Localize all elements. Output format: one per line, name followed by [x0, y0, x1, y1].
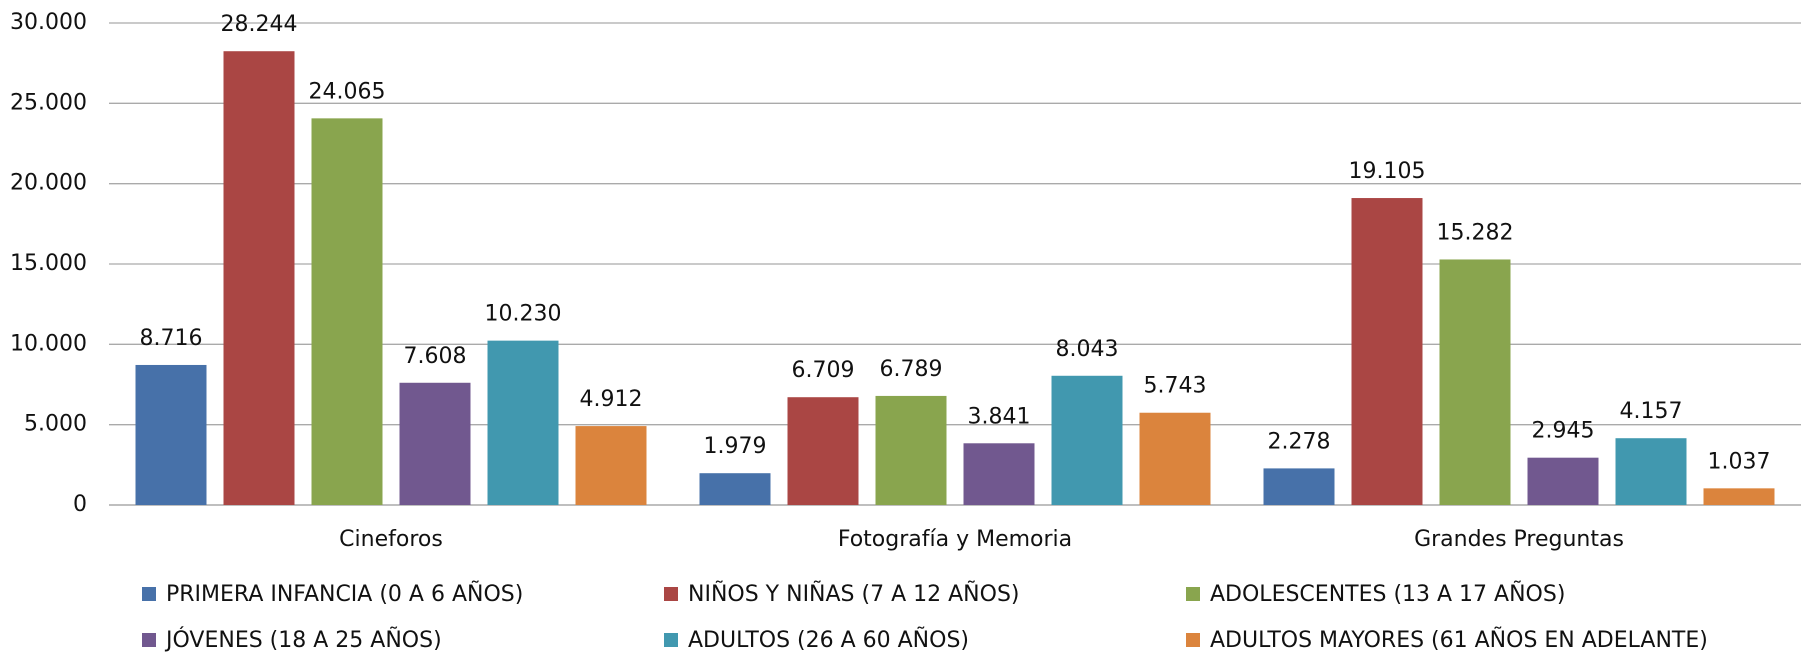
y-tick-label: 30.000	[10, 10, 87, 35]
value-label: 8.043	[1056, 337, 1119, 362]
bar	[1352, 198, 1423, 505]
legend-label: NIÑOS Y NIÑAS (7 A 12 AÑOS)	[688, 580, 1020, 607]
legend-swatch	[664, 587, 678, 601]
legend-swatch	[142, 587, 156, 601]
bar	[876, 396, 947, 505]
bar	[312, 118, 383, 505]
value-label: 4.157	[1620, 399, 1683, 424]
x-tick-label: Cineforos	[339, 527, 443, 552]
value-label: 3.841	[968, 404, 1031, 429]
value-label: 5.743	[1144, 374, 1207, 399]
bar	[964, 443, 1035, 505]
bar	[788, 397, 859, 505]
legend-swatch	[1186, 633, 1200, 647]
x-tick-label: Grandes Preguntas	[1414, 527, 1624, 552]
bar	[1440, 259, 1511, 505]
value-label: 28.244	[221, 12, 298, 37]
legend-label: PRIMERA INFANCIA (0 A 6 AÑOS)	[166, 580, 523, 607]
bar	[1264, 468, 1335, 505]
value-label: 8.716	[140, 326, 203, 351]
value-label: 7.608	[404, 344, 467, 369]
bar	[1528, 458, 1599, 505]
value-label: 15.282	[1437, 220, 1514, 245]
bar	[700, 473, 771, 505]
value-label: 4.912	[580, 387, 643, 412]
value-label: 6.789	[880, 357, 943, 382]
value-label: 1.979	[704, 434, 767, 459]
legend-label: ADULTOS (26 A 60 AÑOS)	[688, 626, 969, 653]
bar	[1140, 413, 1211, 505]
value-label: 1.037	[1708, 449, 1771, 474]
y-tick-label: 0	[73, 492, 87, 517]
legend-label: ADOLESCENTES (13 A 17 AÑOS)	[1210, 580, 1565, 607]
bar	[1704, 488, 1775, 505]
y-tick-label: 15.000	[10, 251, 87, 276]
bar	[1052, 376, 1123, 505]
legend-swatch	[142, 633, 156, 647]
y-tick-label: 20.000	[10, 171, 87, 196]
chart: 0 5.000 10.000 15.000 20.000 25.000 30.000 Cine…	[0, 0, 1801, 656]
y-tick-label: 5.000	[24, 412, 87, 437]
bar	[488, 341, 559, 505]
legend-swatch	[664, 633, 678, 647]
y-tick-label: 10.000	[10, 331, 87, 356]
bar	[136, 365, 207, 505]
value-label: 6.709	[792, 358, 855, 383]
value-label: 10.230	[485, 302, 562, 327]
legend-label: ADULTOS MAYORES (61 AÑOS EN ADELANTE)	[1210, 626, 1708, 653]
y-tick-label: 25.000	[10, 90, 87, 115]
legend-label: JÓVENES (18 A 25 AÑOS)	[164, 626, 442, 653]
value-label: 2.945	[1532, 419, 1595, 444]
bar	[1616, 438, 1687, 505]
value-label: 24.065	[309, 79, 386, 104]
bar	[400, 383, 471, 505]
legend-swatch	[1186, 587, 1200, 601]
bar	[576, 426, 647, 505]
x-tick-label: Fotografía y Memoria	[838, 527, 1072, 552]
bar	[224, 51, 295, 505]
value-label: 19.105	[1349, 159, 1426, 184]
value-label: 2.278	[1268, 429, 1331, 454]
